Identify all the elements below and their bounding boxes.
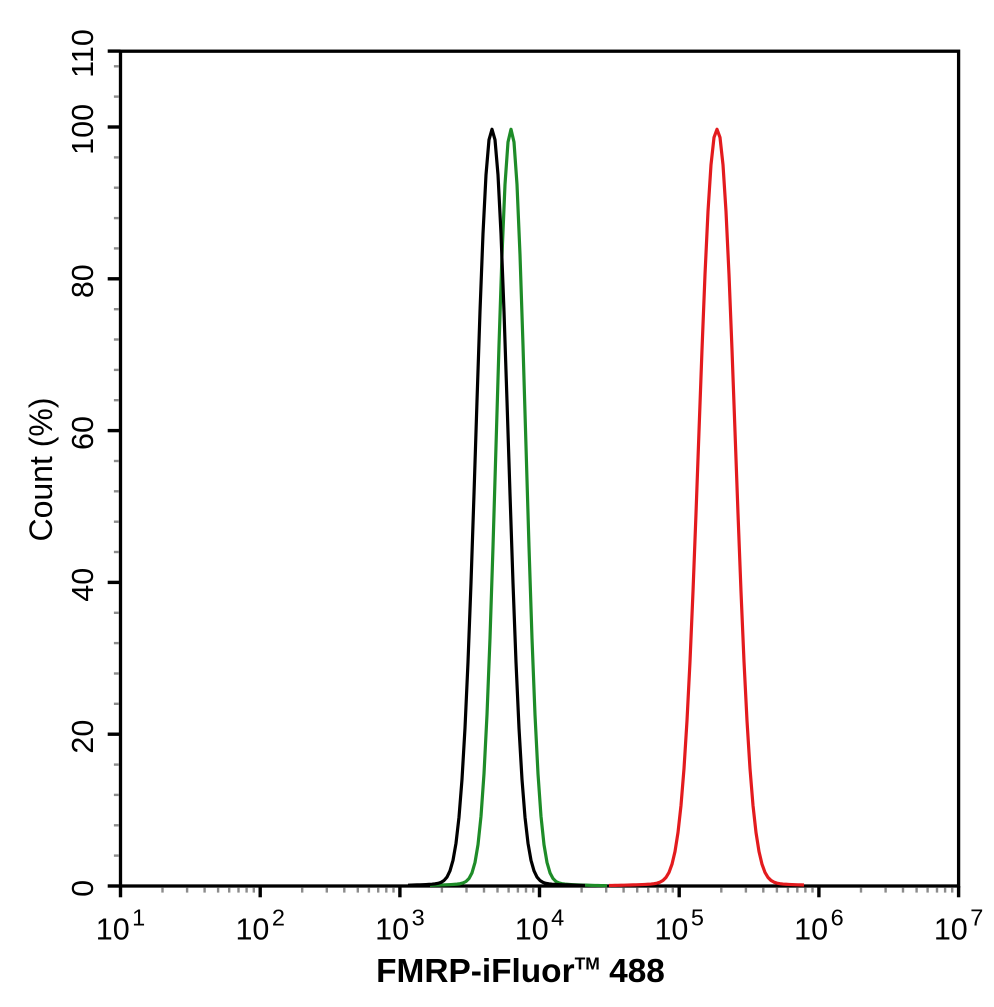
svg-text:20: 20 xyxy=(66,720,100,754)
svg-text:40: 40 xyxy=(66,568,100,602)
svg-text:60: 60 xyxy=(66,416,100,450)
svg-text:FMRP-iFluorTM 488: FMRP-iFluorTM 488 xyxy=(376,953,665,990)
svg-text:80: 80 xyxy=(66,264,100,298)
svg-text:0: 0 xyxy=(66,880,100,897)
svg-text:100: 100 xyxy=(66,104,100,155)
svg-text:Count (%): Count (%) xyxy=(23,397,59,541)
svg-text:110: 110 xyxy=(66,29,100,78)
